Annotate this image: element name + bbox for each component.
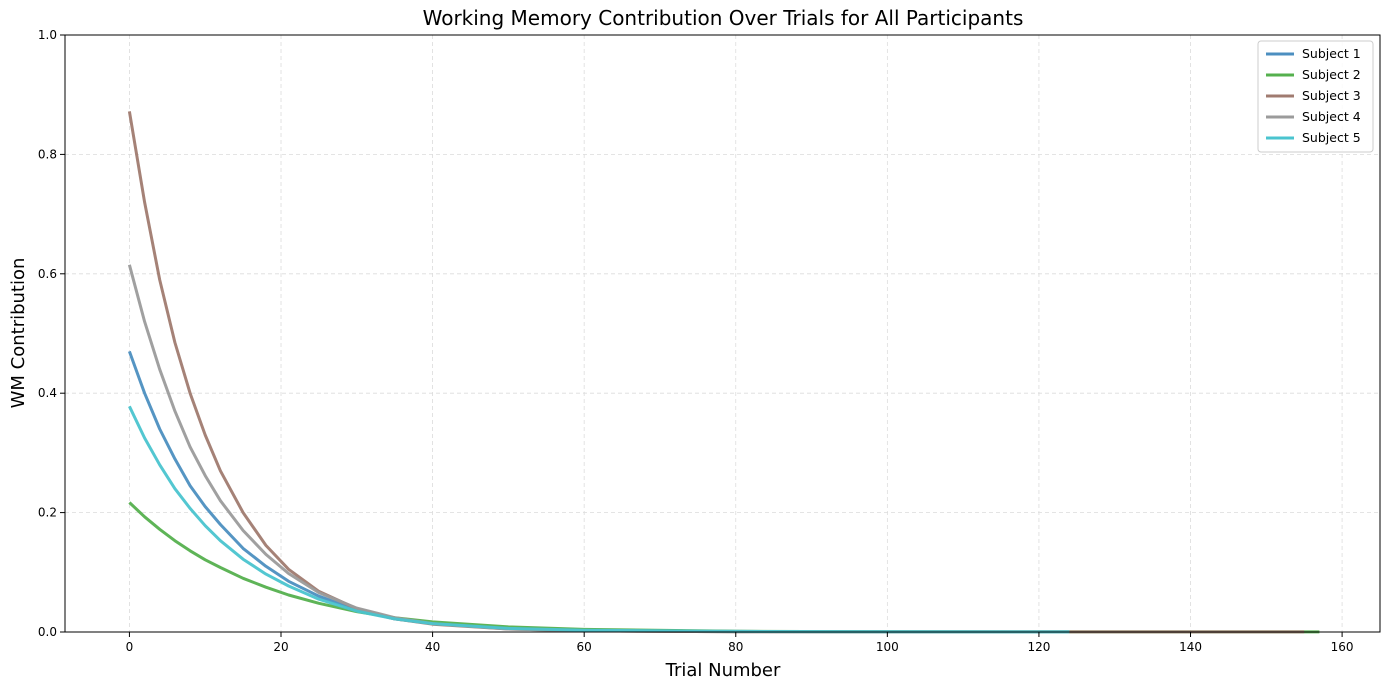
plot-area-frame [64, 34, 1381, 633]
y-axis-label: WM Contribution [8, 258, 29, 409]
legend-label: Subject 2 [1302, 67, 1361, 82]
legend-label: Subject 4 [1302, 109, 1361, 124]
series-line-2 [128, 501, 1320, 634]
series-lines [127, 111, 1320, 634]
x-tick-label: 40 [425, 640, 440, 654]
legend-box [1257, 40, 1374, 153]
legend-label: Subject 3 [1302, 88, 1361, 103]
y-tick-label: 0.8 [38, 147, 57, 161]
legend-label: Subject 5 [1302, 130, 1361, 145]
x-tick-label: 80 [728, 640, 743, 654]
x-tick-label: 140 [1179, 640, 1202, 654]
x-tick-label: 20 [273, 640, 288, 654]
legend: Subject 1 Subject 2 Subject 3 Subject 4 Subj… [1257, 40, 1374, 153]
x-tick-label: 120 [1027, 640, 1050, 654]
y-tick-label: 0.2 [38, 506, 57, 520]
legend-label: Subject 1 [1302, 46, 1361, 61]
series-line-3 [127, 111, 1305, 634]
x-tick-label: 160 [1331, 640, 1354, 654]
x-tick-label: 100 [876, 640, 899, 654]
y-tick-label: 1.0 [38, 28, 57, 42]
y-tick-label: 0.0 [38, 625, 57, 639]
chart-title: Working Memory Contribution Over Trials … [423, 6, 1024, 30]
x-axis-ticks: 0 20 40 60 80 100 120 140 160 [126, 632, 1354, 654]
x-tick-label: 60 [577, 640, 592, 654]
y-axis-ticks: 0.0 0.2 0.4 0.6 0.8 1.0 [38, 28, 65, 639]
x-axis-label: Trial Number [665, 660, 781, 681]
y-tick-label: 0.4 [38, 386, 57, 400]
y-tick-label: 0.6 [38, 267, 57, 281]
x-tick-label: 0 [126, 640, 134, 654]
series-line-5 [128, 405, 1070, 634]
